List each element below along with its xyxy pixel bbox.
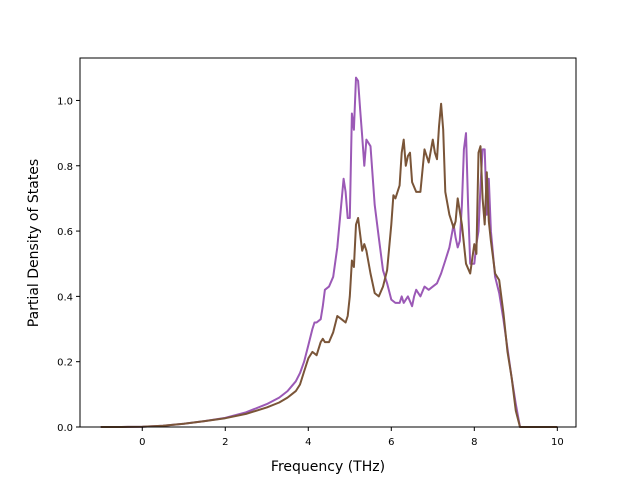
series-line-2 — [100, 102, 558, 428]
plot-frame — [79, 57, 577, 428]
y-tick-label: 0.4 — [57, 292, 73, 303]
x-tick-label: 6 — [388, 437, 394, 448]
y-tick-label: 0.6 — [57, 227, 73, 238]
series-line-1 — [100, 76, 558, 428]
y-axis-label: Partial Density of States — [26, 159, 42, 327]
x-tick-label: 8 — [471, 437, 477, 448]
y-tick-label: 0.8 — [57, 162, 73, 173]
x-axis-ticks: 0 2 4 6 8 10 — [139, 427, 564, 448]
x-tick-label: 4 — [305, 437, 311, 448]
y-tick-label: 0.0 — [57, 423, 73, 434]
x-tick-label: 0 — [139, 437, 145, 448]
x-axis-label: Frequency (THz) — [271, 459, 385, 475]
x-tick-label: 10 — [551, 437, 564, 448]
x-tick-label: 2 — [222, 437, 228, 448]
y-axis-ticks: 0.0 0.2 0.4 0.6 0.8 1.0 — [57, 96, 80, 434]
y-tick-label: 0.2 — [57, 358, 73, 369]
y-tick-label: 1.0 — [57, 96, 73, 107]
series-layer — [100, 76, 558, 428]
